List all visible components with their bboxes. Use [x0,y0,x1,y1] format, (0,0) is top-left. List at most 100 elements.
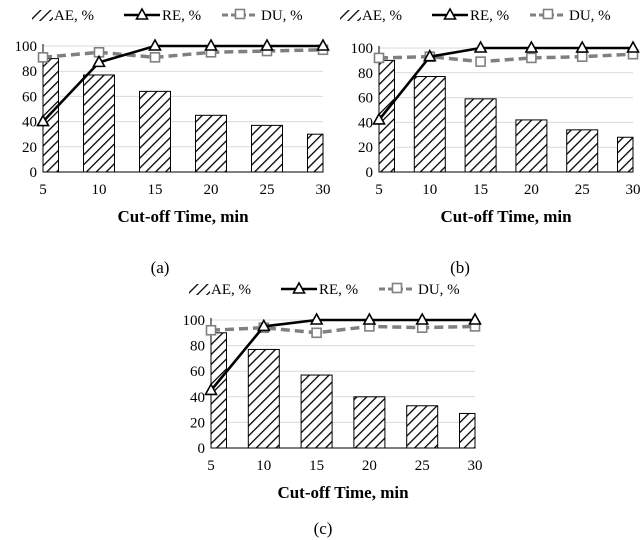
du-point [149,52,161,63]
ae-bar [459,412,476,449]
re-point [362,312,377,325]
y-tick-label: 0 [30,165,38,181]
ae-bar [464,98,497,173]
re-point [524,40,539,53]
du-point [526,52,537,64]
legend-du-label: DU, % [418,282,460,298]
legend: AE, % RE, % DU, % [189,281,460,298]
re-point [473,40,488,53]
re-line [209,318,475,392]
re-point [372,112,386,125]
du-point [37,52,49,63]
re-line [42,44,323,123]
y-tick-label: 80 [22,64,37,80]
du-line [210,324,476,335]
y-tick-label: 100 [183,313,206,329]
ae-bar [42,58,59,173]
legend-ae-label: AE, % [54,8,94,24]
x-tick-label: 15 [148,182,163,198]
x-tick-label: 20 [362,458,377,474]
ae-bar [195,114,227,173]
legend-ae-swatch [32,10,53,21]
y-tick-label: 100 [351,41,374,57]
x-tick-label: 15 [473,182,488,198]
legend-re-marker [443,7,457,20]
chart-a-svg: AE, % RE, % DU, % 0 20 40 60 80 100 5 10 15 20 25 30 Cu… [15,7,331,226]
ae-bar [300,374,333,449]
du-line [378,52,634,64]
x-tick-label: 5 [375,182,383,198]
x-axis-label: Cut-off Time, min [440,207,572,226]
ae-bar [617,136,634,173]
legend-ae-label: AE, % [211,282,251,298]
x-tick-label: 30 [468,458,483,474]
legend-re-label: RE, % [319,282,358,298]
y-tick-label: 80 [358,66,373,82]
legend-re-label: RE, % [470,8,509,24]
re-point [256,318,271,332]
du-point [311,327,322,339]
x-tick-label: 20 [524,182,539,198]
x-axis-label: Cut-off Time, min [117,207,249,226]
chart-c-svg: AE, % RE, % DU, % 0 20 40 60 80 100 5 10 15 20 25 30 Cu… [183,281,483,502]
re-line [377,46,633,121]
x-tick-label: 10 [422,182,437,198]
chart-panel-a: AE, % RE, % DU, % 0 20 40 60 80 100 5 10 15 20 25 30 Cu… [0,0,331,250]
x-axis-label: Cut-off Time, min [277,483,409,502]
y-tick-label: 0 [198,441,206,457]
legend-re-marker [292,281,306,294]
ae-bar [515,119,548,173]
ae-bar [251,124,283,173]
re-point [422,49,437,62]
legend-ae-label: AE, % [362,8,402,24]
re-point [575,40,590,53]
du-point [205,324,217,336]
x-tick-label: 30 [316,182,331,198]
ae-bar [247,348,280,449]
du-point [373,52,385,64]
legend-re-label: RE, % [162,8,201,24]
y-tick-label: 40 [190,390,205,406]
re-point [204,38,218,51]
legend-du-label: DU, % [569,8,611,24]
re-point [316,38,330,51]
legend-ae-swatch [189,284,210,295]
chart-b-svg: AE, % RE, % DU, % 0 20 40 60 80 100 5 10 15 20 25 30 Cu… [340,7,641,226]
y-tick-label: 20 [358,140,373,156]
re-point [309,312,324,325]
x-tick-label: 15 [309,458,324,474]
ae-bar [83,74,115,173]
du-point [576,51,588,62]
ae-bar [566,129,599,173]
y-tick-label: 100 [15,39,38,55]
chart-panel-c: AE, % RE, % DU, % 0 20 40 60 80 100 5 10 15 20 25 30 Cu… [158,278,488,540]
x-tick-label: 25 [260,182,275,198]
ae-bar [353,396,386,449]
x-tick-label: 25 [415,458,430,474]
re-point [468,312,482,325]
panel-label-a: (a) [150,258,170,277]
x-tick-label: 20 [204,182,219,198]
panel-label-b: (b) [450,258,470,277]
du-line [42,48,324,60]
y-tick-label: 60 [358,91,373,107]
legend-du-label: DU, % [261,8,303,24]
ae-bar [139,90,171,173]
ae-bar [307,133,324,173]
y-tick-label: 0 [366,165,374,181]
re-point [415,312,430,325]
panel-label-c: (c) [313,519,333,538]
x-tick-label: 10 [92,182,107,198]
legend: AE, % RE, % DU, % [340,7,611,24]
y-tick-label: 80 [190,339,205,355]
re-point [36,113,50,127]
x-tick-label: 30 [626,182,641,198]
legend-du-marker [542,8,554,20]
re-point [148,38,162,51]
du-point [475,56,486,67]
x-tick-label: 25 [575,182,590,198]
legend-ae-swatch [340,10,361,21]
x-tick-label: 5 [39,182,47,198]
legend-du-marker [234,8,246,20]
ae-bar [406,405,439,449]
